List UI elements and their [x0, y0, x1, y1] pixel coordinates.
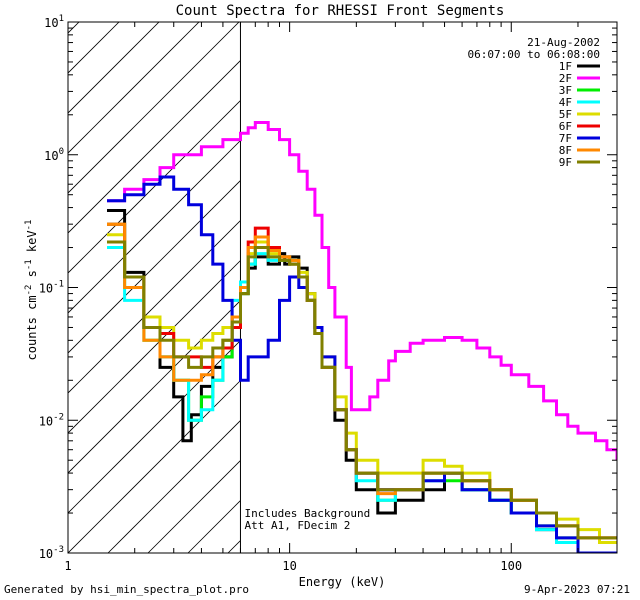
legend-label-5f: 5F	[559, 108, 572, 121]
y-tick-label: 10-3	[39, 545, 64, 561]
legend-label-4f: 4F	[559, 96, 572, 109]
y-tick-label: 101	[44, 14, 64, 30]
hatch-line	[68, 22, 120, 74]
y-tick-base: 10	[39, 414, 53, 428]
series-line-9f	[107, 240, 617, 540]
y-axis-label-part: s	[25, 270, 39, 284]
legend-label-3f: 3F	[559, 84, 572, 97]
date-label: 21-Aug-2002	[527, 36, 600, 49]
y-tick-base: 10	[39, 547, 53, 561]
legend-label-1f: 1F	[559, 60, 572, 73]
y-axis-label-exponent: -2	[24, 285, 34, 296]
hatch-line	[68, 22, 200, 154]
series-line-2f	[107, 121, 617, 461]
series-group	[107, 121, 617, 553]
y-tick-exponent: -1	[53, 280, 64, 290]
y-tick-exponent: -2	[53, 412, 64, 422]
y-tick-exponent: -3	[53, 545, 64, 555]
legend-label-9f: 9F	[559, 156, 572, 169]
y-tick-base: 10	[44, 149, 58, 163]
y-tick-label: 10-1	[39, 280, 64, 296]
legend-label-7f: 7F	[559, 132, 572, 145]
y-axis-label-exponent: -1	[24, 220, 34, 231]
series-line-7f	[107, 175, 617, 553]
y-axis-label-part: keV	[25, 230, 39, 259]
y-tick-base: 10	[39, 282, 53, 296]
plot-annotation: Includes Background	[244, 507, 370, 520]
y-tick-label: 10-2	[39, 412, 64, 428]
y-tick-exponent: 0	[59, 147, 64, 157]
x-tick-label: 1	[64, 559, 71, 573]
x-axis-label: Energy (keV)	[299, 575, 386, 589]
y-axis-label-exponent: -1	[24, 259, 34, 270]
x-tick-label: 100	[500, 559, 522, 573]
legend-label-2f: 2F	[559, 72, 572, 85]
x-tick-label: 10	[282, 559, 296, 573]
y-tick-base: 10	[44, 16, 58, 30]
plot-timestamp: 9-Apr-2023 07:21	[524, 583, 630, 596]
hatch-line	[0, 0, 108, 553]
chart-title: Count Spectra for RHESSI Front Segments	[176, 3, 505, 19]
plot-annotation: Att A1, FDecim 2	[244, 519, 350, 532]
y-axis-label-part: counts cm	[25, 295, 39, 360]
y-axis-label: counts cm-2 s-1 keV-1	[24, 220, 39, 361]
legend-label-8f: 8F	[559, 144, 572, 157]
time-range-label: 06:07:00 to 06:08:00	[468, 48, 600, 61]
legend-label-6f: 6F	[559, 120, 572, 133]
hatch-line	[68, 22, 160, 114]
hatch-line	[68, 22, 240, 194]
generated-by-text: Generated by hsi_min_spectra_plot.pro	[4, 583, 250, 596]
y-tick-exponent: 1	[59, 14, 64, 24]
y-tick-label: 100	[44, 147, 64, 163]
